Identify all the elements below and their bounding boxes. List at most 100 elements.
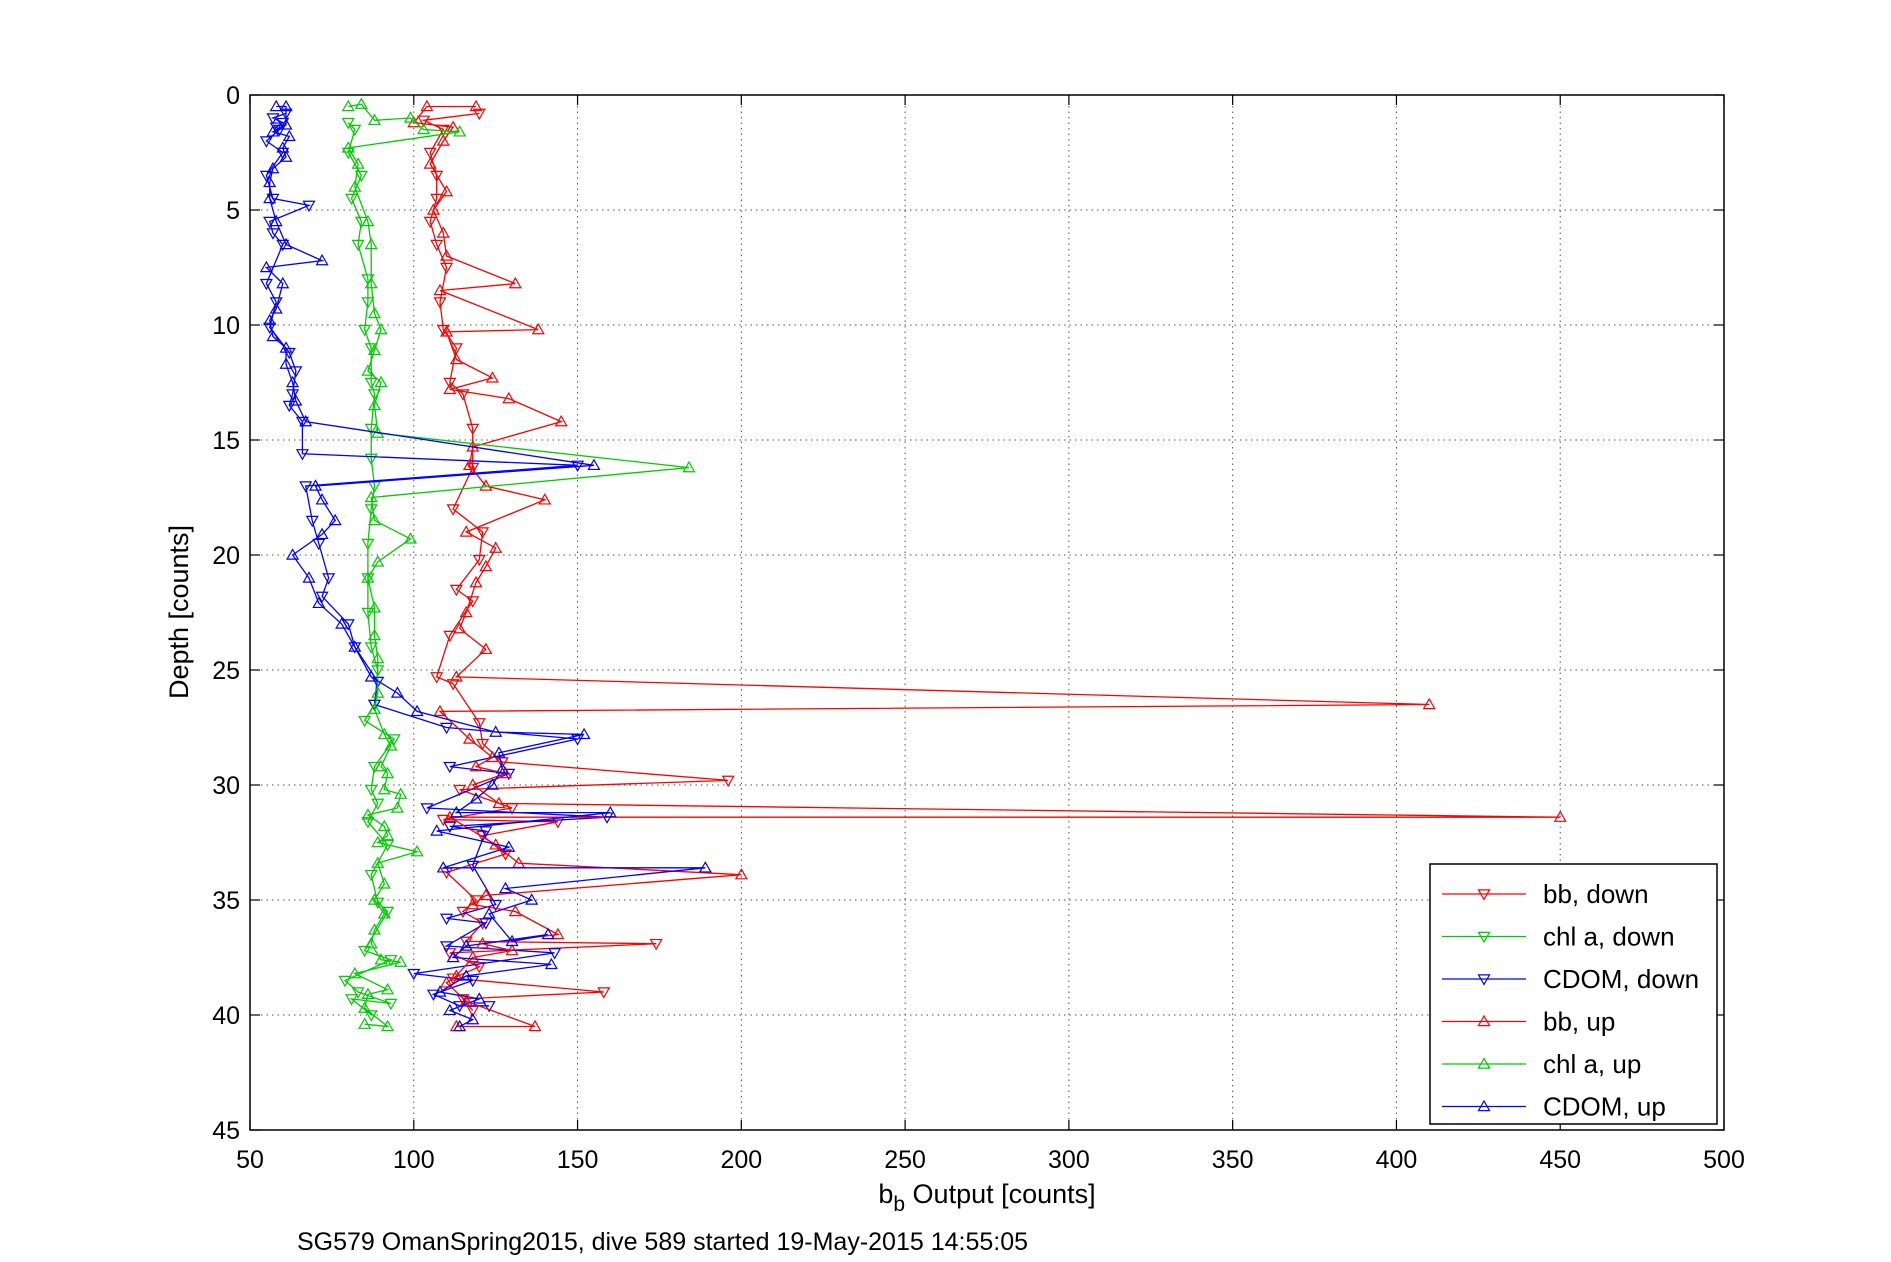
data-point: [315, 253, 329, 266]
data-point: [597, 987, 611, 999]
data-point: [433, 704, 447, 717]
data-point: [374, 759, 388, 772]
data-point: [446, 504, 460, 516]
data-point: [361, 538, 375, 551]
data-point: [603, 805, 617, 818]
data-point: [466, 897, 480, 910]
data-point: [263, 175, 277, 188]
data-point: [348, 180, 362, 192]
data-point: [436, 324, 450, 337]
data-point: [371, 555, 385, 567]
data-point: [384, 998, 398, 1011]
data-point: [505, 943, 519, 956]
data-point: [446, 679, 460, 691]
data-point: [377, 819, 391, 832]
data-point: [289, 394, 303, 406]
data-point: [279, 357, 293, 369]
data-point: [410, 704, 424, 717]
data-point: [439, 722, 454, 735]
data-point: [417, 122, 431, 135]
data-point: [377, 727, 391, 740]
data-point: [466, 778, 480, 790]
data-point: [286, 548, 300, 560]
x-tick-label: 250: [884, 1146, 926, 1174]
data-point: [358, 945, 372, 958]
data-point: [439, 262, 454, 275]
data-point: [423, 157, 437, 169]
data-point: [456, 994, 470, 1006]
data-point: [358, 1001, 372, 1013]
data-point: [472, 554, 486, 567]
data-point: [492, 796, 506, 809]
data-point: [367, 893, 382, 905]
data-point: [364, 936, 378, 949]
data-point: [485, 778, 499, 790]
data-point: [423, 216, 437, 229]
data-point: [472, 108, 486, 121]
series-cdom-up: [259, 99, 712, 1032]
data-point: [269, 214, 283, 227]
data-point: [364, 237, 378, 250]
data-point: [377, 907, 391, 919]
y-tick-label: 5: [226, 197, 240, 225]
data-point: [466, 860, 480, 873]
data-point: [276, 141, 290, 153]
legend-label: chl a, up: [1543, 1049, 1641, 1079]
data-point: [364, 869, 378, 882]
x-tick-label: 500: [1703, 1146, 1745, 1174]
data-point: [302, 200, 316, 213]
data-point: [479, 918, 493, 930]
data-point: [649, 938, 663, 951]
data-point: [439, 941, 454, 953]
data-point: [502, 840, 516, 852]
data-point: [508, 904, 522, 917]
data-point: [453, 784, 467, 797]
data-point: [364, 784, 378, 797]
data-point: [351, 987, 365, 999]
data-point: [299, 481, 313, 493]
data-point: [286, 375, 300, 388]
data-point: [453, 1001, 467, 1013]
data-point: [381, 1019, 395, 1032]
data-point: [459, 525, 473, 537]
data-point: [371, 651, 385, 664]
legend-marker: [1477, 889, 1491, 901]
data-point: [439, 184, 454, 197]
x-tick-label: 100: [393, 1146, 435, 1174]
data-point: [453, 125, 467, 137]
data-point: [479, 479, 493, 491]
data-point: [459, 936, 473, 949]
data-point: [358, 715, 372, 728]
data-point: [430, 193, 444, 206]
data-point: [361, 808, 375, 820]
data-point: [498, 881, 513, 894]
data-point: [466, 975, 480, 988]
legend-box: [1429, 863, 1718, 1125]
y-tick-label: 35: [212, 887, 240, 915]
data-point: [531, 322, 545, 335]
x-tick-label: 450: [1539, 1146, 1581, 1174]
data-point: [433, 297, 447, 309]
data-point: [682, 460, 696, 473]
data-point: [426, 203, 440, 215]
data-point: [259, 278, 273, 291]
data-point: [364, 276, 378, 289]
x-tick-label: 400: [1376, 1146, 1418, 1174]
y-tick-label: 25: [212, 657, 240, 685]
data-point: [407, 968, 421, 981]
data-point: [351, 239, 365, 252]
legend-marker: [1477, 974, 1491, 986]
data-point: [269, 297, 283, 309]
series-line: [265, 112, 608, 1007]
data-point: [394, 787, 408, 799]
data-point: [472, 992, 486, 1004]
data-point: [381, 906, 395, 919]
data-point: [433, 985, 447, 997]
legend-marker: [1477, 1099, 1491, 1112]
data-point: [1553, 810, 1567, 822]
data-point: [466, 423, 480, 436]
data-point: [479, 642, 493, 655]
data-point: [525, 893, 539, 905]
data-point: [367, 601, 382, 613]
series-line: [343, 122, 396, 1016]
